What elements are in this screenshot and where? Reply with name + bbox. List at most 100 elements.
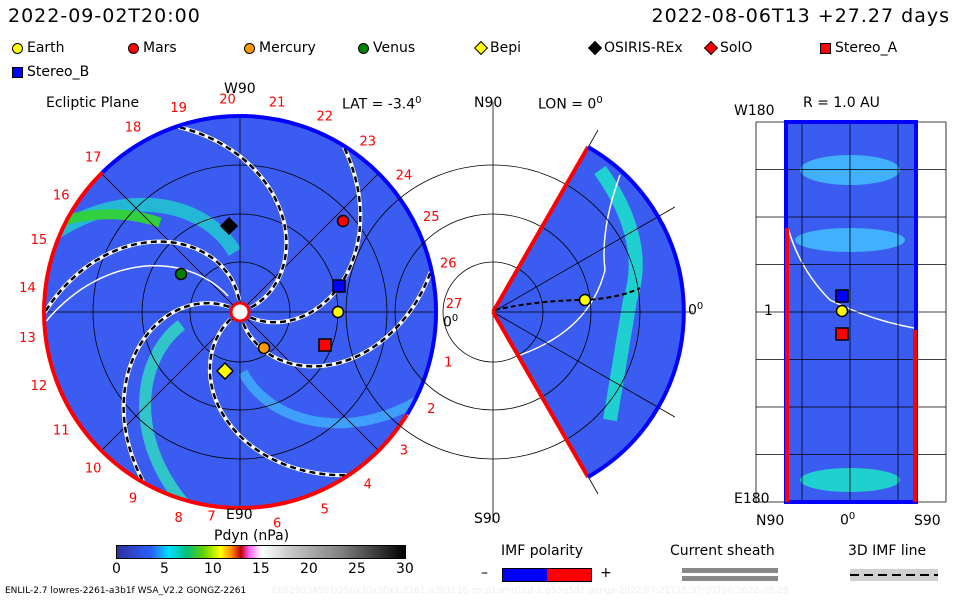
legend-label: Stereo_B xyxy=(27,64,90,80)
sector-number: 15 xyxy=(31,233,48,248)
circle-marker-icon xyxy=(244,42,255,54)
e90-label: E90 xyxy=(226,507,253,523)
earth-marker xyxy=(835,304,849,318)
imf-line xyxy=(208,318,347,477)
legend-label: Venus xyxy=(373,40,416,56)
sector-number: 2 xyxy=(427,402,435,417)
sector-number: 21 xyxy=(269,95,286,110)
square-marker-icon xyxy=(820,42,831,54)
imf-plus: + xyxy=(600,565,612,581)
legend-item-stereo_b: Stereo_B xyxy=(12,64,89,80)
legend-label: SolO xyxy=(720,40,753,56)
ref-time: 2022-08-06T13 +27.27 days xyxy=(651,5,950,27)
solar-wind-stream xyxy=(238,369,436,429)
sector-number: 14 xyxy=(19,281,36,296)
sector-number: 24 xyxy=(396,168,413,183)
solar-wind-stream xyxy=(139,320,202,508)
mer-zero: 00 xyxy=(688,302,703,319)
deg: 0 xyxy=(848,511,856,522)
legend-item-solo: SolO xyxy=(703,40,753,56)
sector-number: 16 xyxy=(53,188,70,203)
sector-number: 4 xyxy=(364,478,372,493)
mars-marker xyxy=(336,214,350,228)
radial-title: R = 1.0 AU xyxy=(803,95,880,111)
circle-marker-icon xyxy=(358,42,369,54)
meridional-field xyxy=(493,147,684,477)
sector-number: 23 xyxy=(360,134,377,149)
square-marker-icon xyxy=(12,66,23,78)
colorbar-tick: 5 xyxy=(160,561,169,577)
legend-label: Mercury xyxy=(259,40,316,56)
n90-x-label: N90 xyxy=(756,513,785,529)
colorbar-title: Pdyn (nPa) xyxy=(214,528,290,544)
grid-line xyxy=(492,206,676,313)
colorbar-tick: 25 xyxy=(348,561,366,577)
current-sheath xyxy=(519,174,621,356)
grid-line xyxy=(492,311,676,418)
sector-number: 18 xyxy=(125,121,142,136)
w180-label: W180 xyxy=(734,103,775,119)
n90-label: N90 xyxy=(474,95,503,111)
imf-positive-swatch xyxy=(547,568,592,582)
legend-item-venus: Venus xyxy=(358,40,415,56)
lat-label: LAT = -3.40 xyxy=(342,96,422,113)
sector-number: 7 xyxy=(207,510,215,525)
earth-marker xyxy=(331,305,345,319)
legend-item-earth: Earth xyxy=(12,40,65,56)
e180-label: E180 xyxy=(734,491,770,507)
sheath-title: Current sheath xyxy=(670,543,775,559)
imf-minus: – xyxy=(481,565,488,581)
imf3d-swatch xyxy=(850,569,938,581)
deg: 0 xyxy=(596,95,603,106)
one-label: 1 xyxy=(764,303,773,319)
osiris-rex-marker xyxy=(219,216,239,236)
sector-number: 11 xyxy=(53,424,70,439)
sector-number: 25 xyxy=(423,210,440,225)
imf-line xyxy=(44,240,241,313)
polarity-edge xyxy=(491,311,590,478)
imf3d-title: 3D IMF line xyxy=(848,543,927,559)
polarity-arc xyxy=(100,114,438,416)
sector-number: 3 xyxy=(400,444,408,459)
polarity-arc xyxy=(42,171,181,501)
circle-marker-icon xyxy=(128,42,139,54)
legend-label: Bepi xyxy=(490,40,521,56)
legend-label: Mars xyxy=(143,40,177,56)
imf-negative-swatch xyxy=(502,568,547,582)
sector-number: 5 xyxy=(321,502,329,517)
sector-number: 9 xyxy=(129,491,137,506)
sector-number: 27 xyxy=(446,297,463,312)
circle-marker-icon xyxy=(12,42,23,54)
legend-label: Earth xyxy=(27,40,65,56)
sector-number: 10 xyxy=(85,462,102,477)
sector-number: 12 xyxy=(31,379,48,394)
sector-number: 26 xyxy=(440,257,457,272)
deg: 0 xyxy=(696,301,704,312)
sun-icon xyxy=(229,301,251,323)
sector-number: 13 xyxy=(19,331,36,346)
sector-number: 8 xyxy=(174,511,182,526)
legend-item-bepi: Bepi xyxy=(473,40,521,56)
zero: 0 xyxy=(688,302,697,319)
current-sheath xyxy=(787,227,915,329)
earth-marker xyxy=(578,293,592,307)
zero: 0 xyxy=(443,314,452,331)
colorbar-tick: 15 xyxy=(252,561,270,577)
legend-item-osiris-rex: OSIRIS-REx xyxy=(587,40,683,56)
bepi-marker xyxy=(215,361,235,381)
mercury-marker xyxy=(257,341,271,355)
imf-title: IMF polarity xyxy=(501,543,584,559)
polarity-arc xyxy=(587,145,686,479)
sector-number: 22 xyxy=(316,110,333,125)
zero: 0 xyxy=(840,512,849,529)
meridional-bg xyxy=(493,147,684,477)
sheath-line-1 xyxy=(682,568,778,573)
s90-x-label: S90 xyxy=(914,513,941,529)
colorbar-tick: 30 xyxy=(396,561,414,577)
legend-item-mars: Mars xyxy=(128,40,177,56)
sector-number: 6 xyxy=(273,517,281,532)
sector-number: 17 xyxy=(85,150,102,165)
zero-x-label: 00 xyxy=(840,512,855,529)
ecliptic-field xyxy=(44,116,436,508)
